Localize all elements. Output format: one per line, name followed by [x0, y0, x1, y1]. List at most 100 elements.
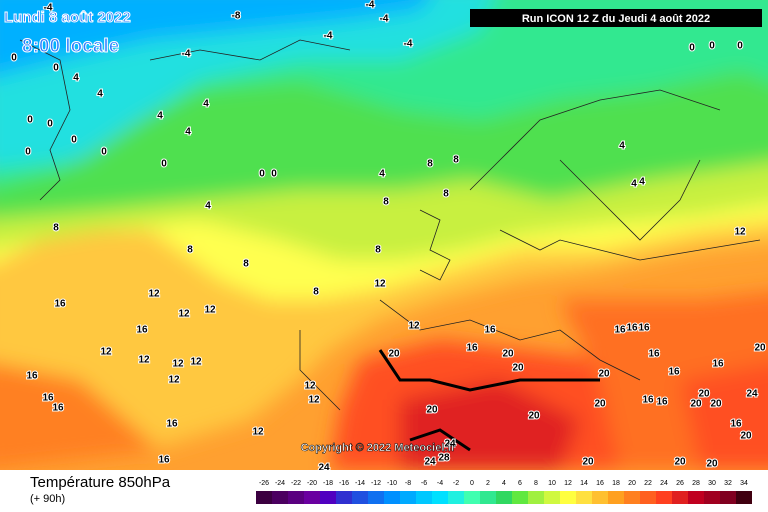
contour-label: 20 [582, 457, 594, 468]
contour-label: 0 [271, 169, 277, 180]
legend-swatch [400, 491, 416, 504]
contour-label: 24 [318, 463, 330, 474]
legend: -26 -24 -22 -20 -18 -16 -14 -12 -10 -8 -6 -4 -2 0 2 4 6 8… [256, 480, 752, 504]
contour-label: 16 [614, 325, 626, 336]
legend-swatch [480, 491, 496, 504]
contour-label: 16 [638, 323, 650, 334]
contour-label: 20 [690, 399, 702, 410]
legend-swatch [560, 491, 576, 504]
contour-label: 16 [26, 371, 38, 382]
contour-label: 12 [374, 279, 386, 290]
contour-label: -4 [44, 3, 53, 14]
legend-swatch [576, 491, 592, 504]
contour-label: 16 [642, 395, 654, 406]
legend-swatch [416, 491, 432, 504]
legend-swatch [336, 491, 352, 504]
contour-label: 4 [157, 111, 163, 122]
contour-label: 12 [252, 427, 264, 438]
legend-value: 10 [548, 480, 556, 487]
contour-label: 24 [746, 389, 758, 400]
contour-label: 0 [47, 119, 53, 130]
contour-label: 12 [408, 321, 420, 332]
legend-value: -22 [291, 480, 301, 487]
legend-swatch [368, 491, 384, 504]
date: Lundi 8 août 2022 [4, 9, 131, 26]
contour-label: 8 [53, 223, 59, 234]
contour-label: 12 [178, 309, 190, 320]
contour-label: 4 [97, 89, 103, 100]
contour-label: 20 [528, 411, 540, 422]
contour-label: 0 [689, 43, 695, 54]
legend-value: 4 [502, 480, 506, 487]
legend-swatch [672, 491, 688, 504]
contour-label: 16 [668, 367, 680, 378]
contour-label: 12 [138, 355, 150, 366]
contour-label: 20 [710, 399, 722, 410]
contour-label: 4 [73, 73, 79, 84]
legend-value: -18 [323, 480, 333, 487]
legend-swatch [304, 491, 320, 504]
contour-label: 16 [158, 455, 170, 466]
contour-label: 0 [71, 135, 77, 146]
legend-swatch [432, 491, 448, 504]
legend-swatch [464, 491, 480, 504]
contour-label: 0 [11, 53, 17, 64]
contour-label: 16 [136, 325, 148, 336]
contour-label: 4 [185, 127, 191, 138]
contour-label: -4 [324, 31, 333, 42]
legend-value: 22 [644, 480, 652, 487]
legend-swatch [544, 491, 560, 504]
contour-label: 12 [148, 289, 160, 300]
legend-value: 12 [564, 480, 572, 487]
legend-value: 0 [470, 480, 474, 487]
time: 8:00 locale [22, 36, 119, 57]
contour-label: -4 [404, 39, 413, 50]
contour-label: 16 [712, 359, 724, 370]
legend-swatch [624, 491, 640, 504]
contour-label: 8 [443, 189, 449, 200]
contour-label: 0 [737, 41, 743, 52]
contour-label: 16 [52, 403, 64, 414]
legend-swatch [352, 491, 368, 504]
legend-value: -6 [421, 480, 427, 487]
contour-label: 0 [101, 147, 107, 158]
legend-swatch [496, 491, 512, 504]
legend-swatch [448, 491, 464, 504]
legend-value: 16 [596, 480, 604, 487]
contour-label: -8 [232, 11, 241, 22]
contour-label: 12 [100, 347, 112, 358]
contour-label: -4 [366, 0, 375, 11]
contour-label: 20 [698, 389, 710, 400]
legend-swatch [528, 491, 544, 504]
map-field: -4-8-4-4-4-4-400000044444000000004444488… [0, 0, 768, 474]
contour-label: 4 [205, 201, 211, 212]
contour-label: 0 [25, 147, 31, 158]
contour-label: 8 [383, 197, 389, 208]
contour-label: 20 [512, 363, 524, 374]
legend-value: 8 [534, 480, 538, 487]
contour-label: 12 [308, 395, 320, 406]
contour-label: 8 [313, 287, 319, 298]
legend-swatch [704, 491, 720, 504]
contour-label: 12 [172, 359, 184, 370]
contour-label: 20 [502, 349, 514, 360]
legend-swatch [384, 491, 400, 504]
legend-value: 26 [676, 480, 684, 487]
contour-label: 8 [187, 245, 193, 256]
contour-label: 0 [53, 63, 59, 74]
legend-value: 30 [708, 480, 716, 487]
legend-value: 34 [740, 480, 748, 487]
contour-label: 4 [379, 169, 385, 180]
contour-label: 16 [166, 419, 178, 430]
legend-value: -26 [259, 480, 269, 487]
contour-label: 12 [190, 357, 202, 368]
legend-swatch [656, 491, 672, 504]
legend-swatch [688, 491, 704, 504]
coastlines [19, 39, 761, 411]
legend-swatch [256, 491, 272, 504]
contour-label: 4 [639, 177, 645, 188]
contour-label: 12 [204, 305, 216, 316]
legend-swatch [320, 491, 336, 504]
isotherm-highlight [378, 349, 600, 452]
